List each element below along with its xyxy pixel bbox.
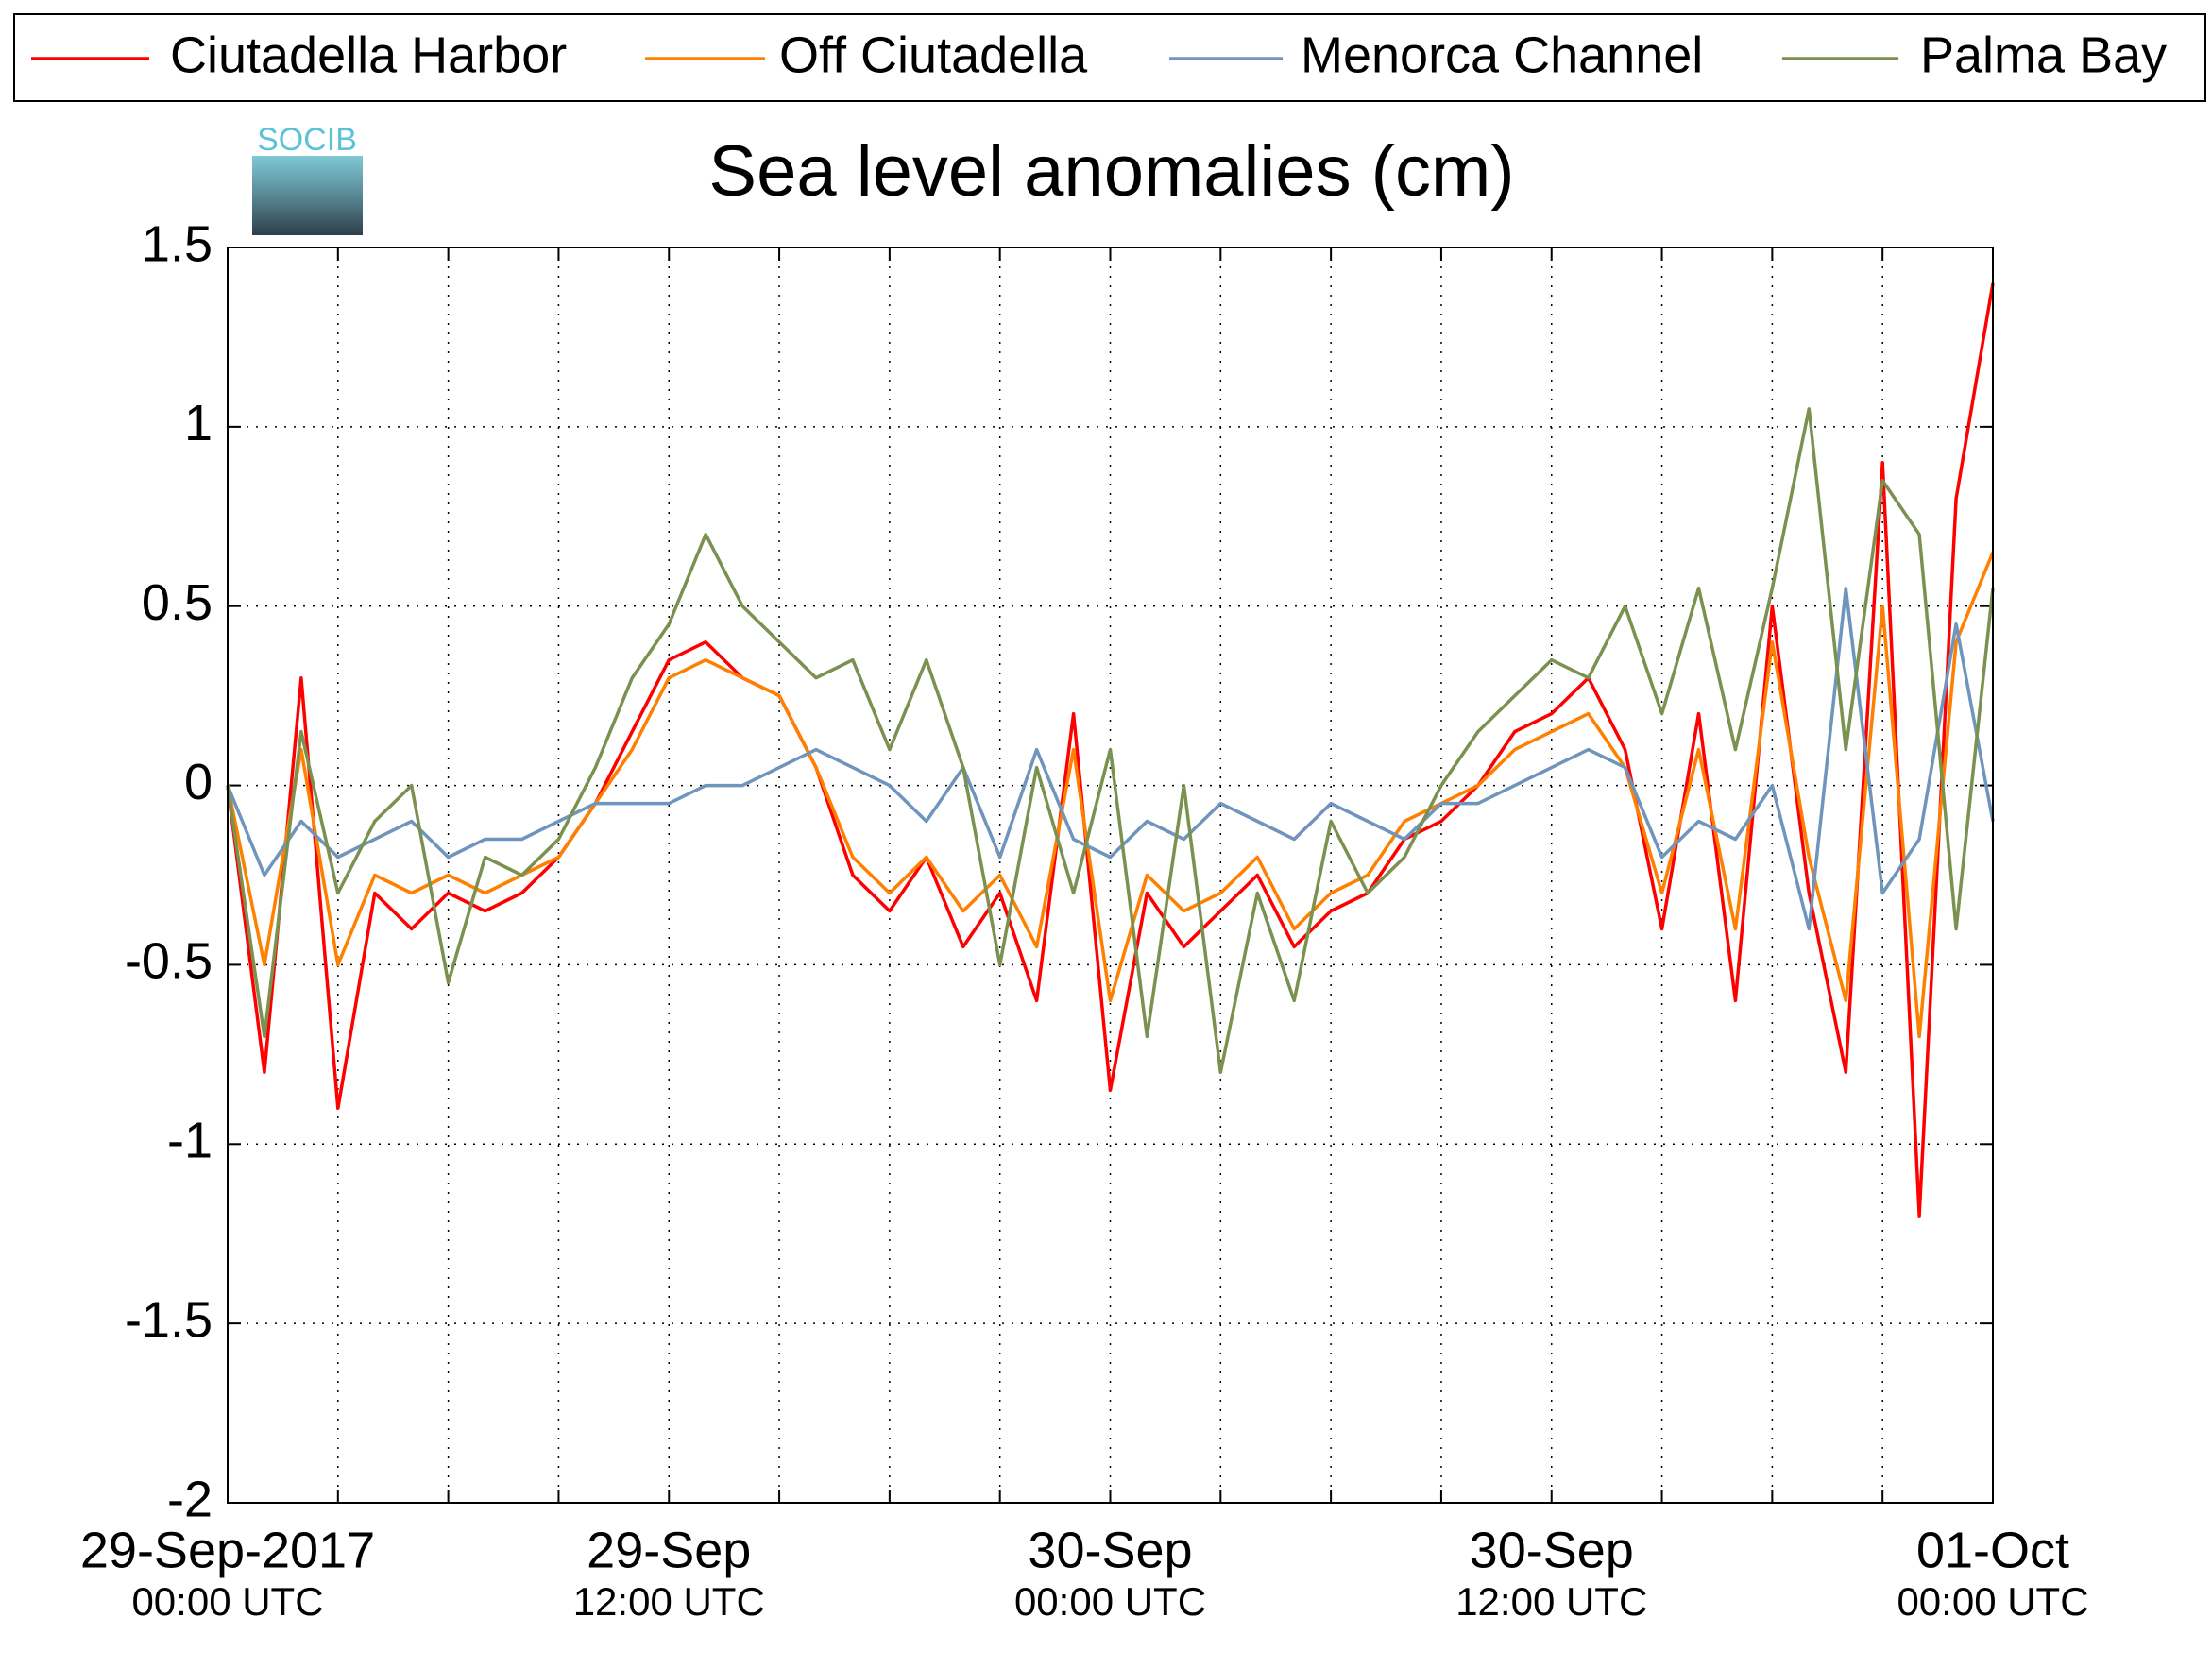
x-tick-label: 29-Sep-2017 <box>80 1522 375 1578</box>
y-tick-label: 0.5 <box>142 574 213 631</box>
x-tick-sublabel: 00:00 UTC <box>1897 1579 2088 1624</box>
x-tick-sublabel: 00:00 UTC <box>1014 1579 1206 1624</box>
x-tick-label: 30-Sep <box>1470 1522 1634 1578</box>
x-tick-label: 30-Sep <box>1028 1522 1192 1578</box>
legend-label: Palma Bay <box>1920 26 2167 83</box>
legend-label: Menorca Channel <box>1301 26 1703 83</box>
logo <box>252 156 363 235</box>
y-tick-label: -1 <box>167 1113 213 1169</box>
y-tick-label: -2 <box>167 1471 213 1527</box>
y-tick-label: -0.5 <box>125 933 213 990</box>
plot-background <box>228 247 1993 1503</box>
legend-label: Off Ciutadella <box>779 26 1088 83</box>
chart-title: Sea level anomalies (cm) <box>708 131 1514 212</box>
y-tick-label: -1.5 <box>125 1291 213 1348</box>
x-tick-label: 01-Oct <box>1916 1522 2069 1578</box>
plot-frame <box>227 247 1994 1504</box>
x-tick-sublabel: 00:00 UTC <box>131 1579 323 1624</box>
y-tick-label: 0 <box>184 754 213 810</box>
x-tick-sublabel: 12:00 UTC <box>1455 1579 1647 1624</box>
y-tick-label: 1.5 <box>142 215 213 272</box>
series-line <box>226 586 1995 931</box>
y-tick-label: 1 <box>184 395 213 451</box>
x-tick-sublabel: 12:00 UTC <box>573 1579 765 1624</box>
series-line <box>226 407 1995 1075</box>
logo-text: SOCIB <box>257 122 357 158</box>
x-tick-label: 29-Sep <box>587 1522 751 1578</box>
series-line <box>226 282 1995 1218</box>
legend-label: Ciutadella Harbor <box>170 26 567 83</box>
